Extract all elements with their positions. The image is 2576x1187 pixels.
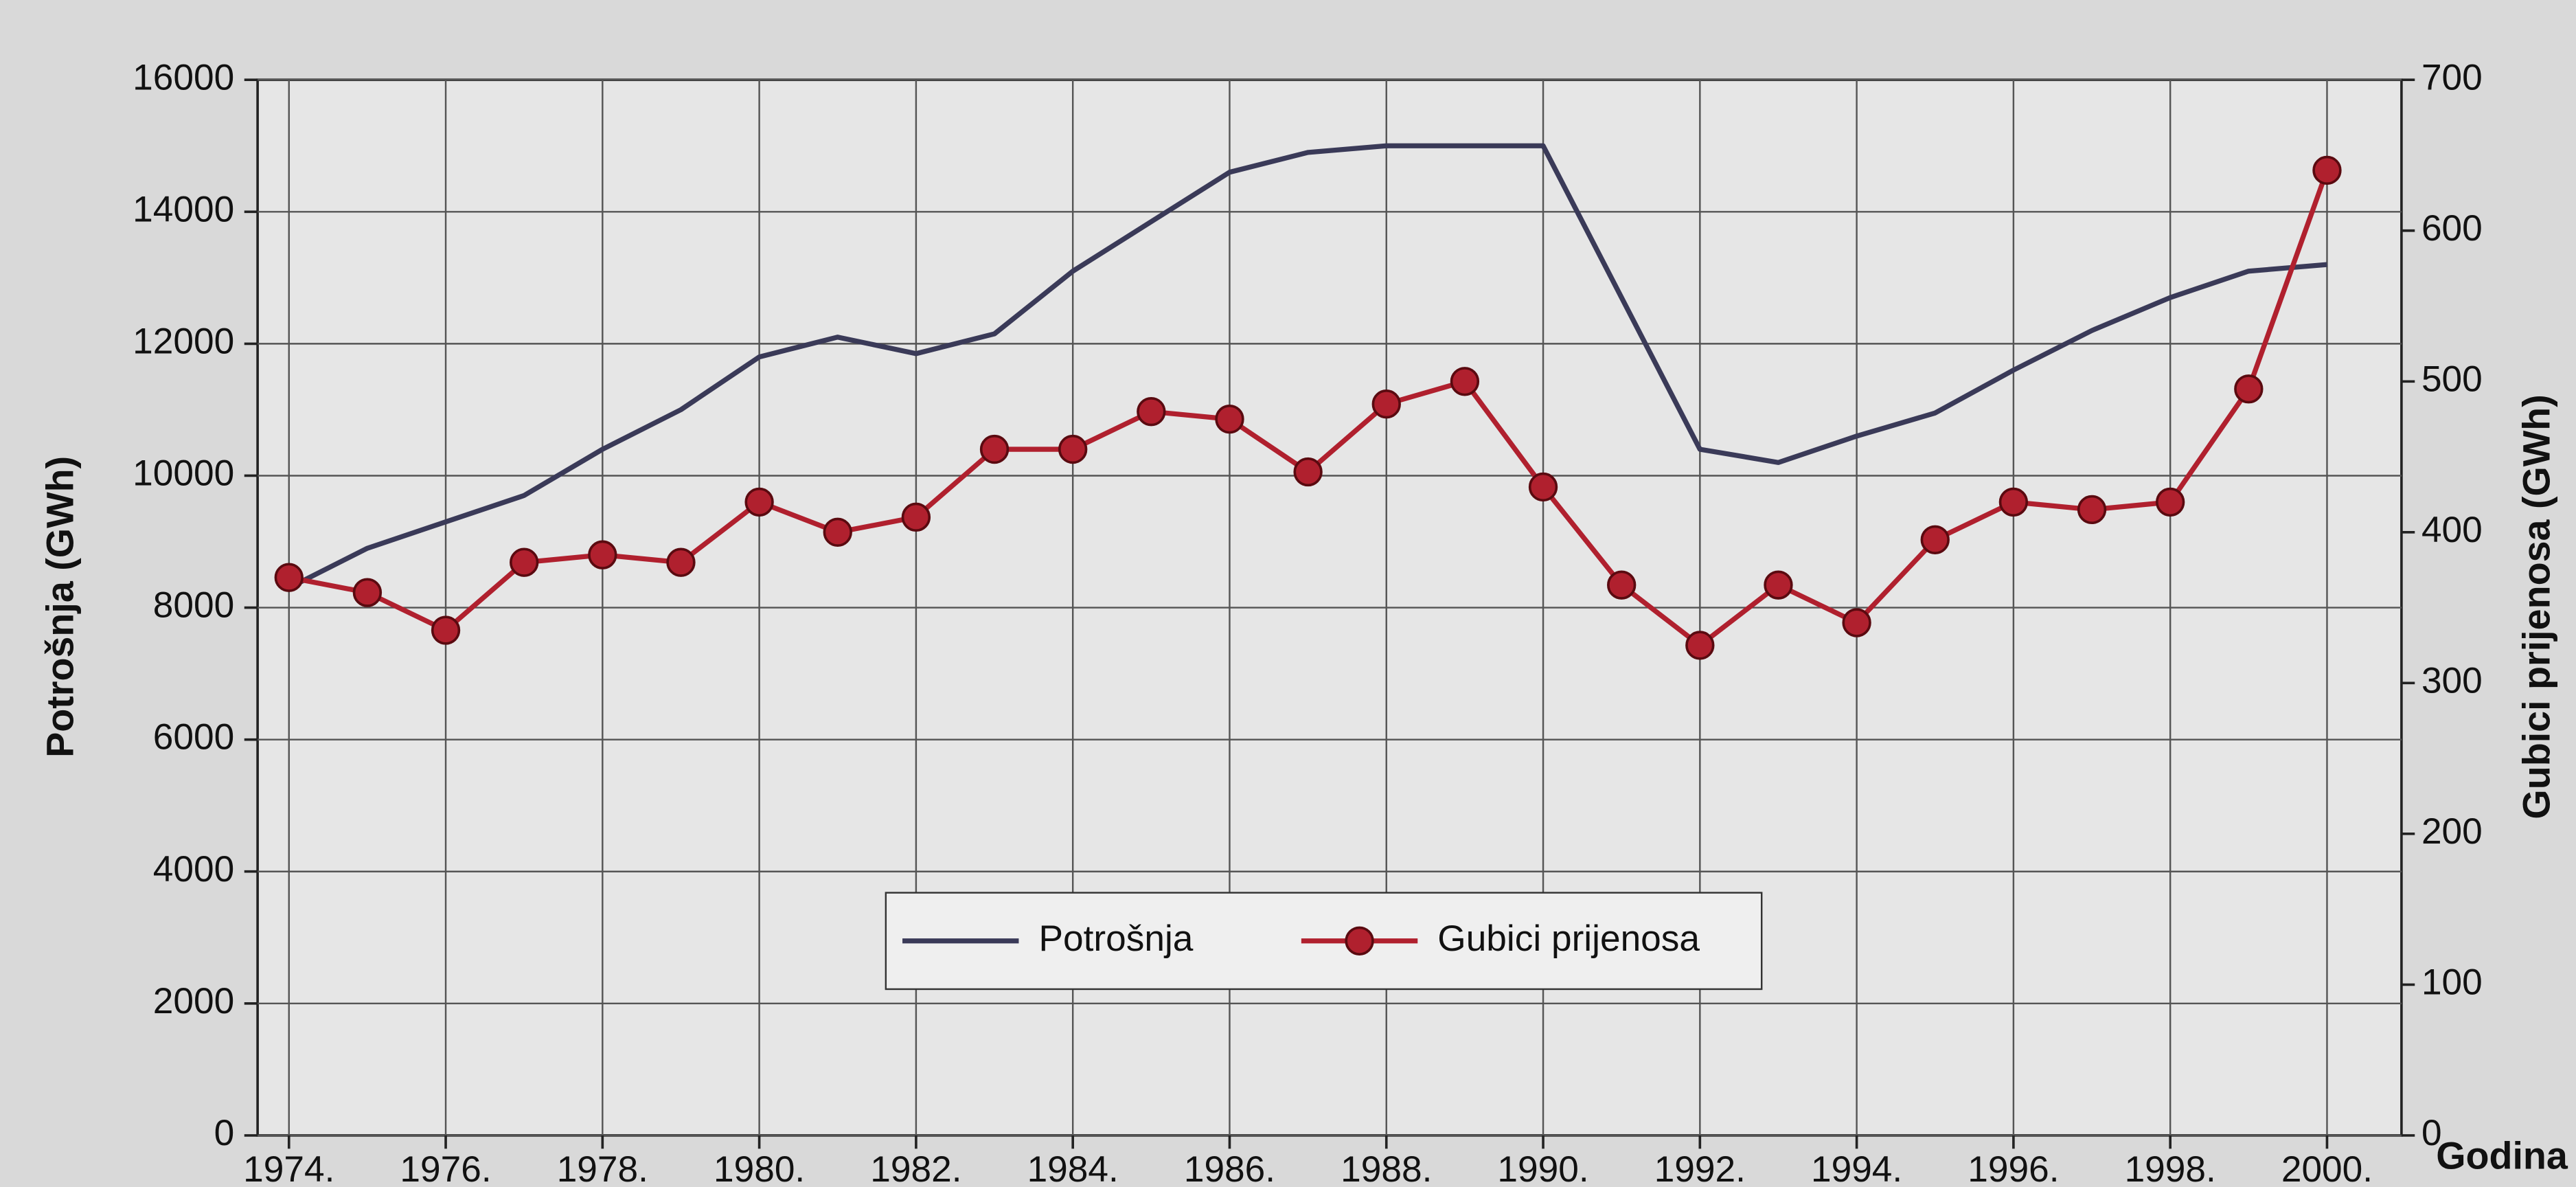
point — [1764, 570, 1793, 600]
legend-label: Gubici prijenosa — [1437, 918, 1700, 959]
point — [901, 502, 931, 532]
y-tick-label: 12000 — [133, 321, 234, 361]
point — [744, 487, 774, 517]
x-tick-label: 1978. — [557, 1149, 648, 1187]
y2-tick-label: 500 — [2421, 359, 2483, 399]
point — [823, 517, 852, 547]
point — [2234, 374, 2264, 404]
point — [1920, 525, 1950, 554]
point — [1685, 631, 1715, 660]
y2-axis-title: Gubici prijenosa (GWh) — [2515, 394, 2557, 819]
x-tick-label: 1982. — [870, 1149, 961, 1187]
point — [1450, 367, 1480, 396]
x-tick-label: 1980. — [714, 1149, 805, 1187]
point — [352, 578, 383, 607]
point — [431, 615, 461, 645]
y-tick-label: 14000 — [133, 189, 234, 229]
y-tick-label: 6000 — [153, 717, 234, 758]
x-tick-label: 1998. — [2125, 1149, 2216, 1187]
point — [1215, 404, 1244, 434]
point — [979, 434, 1010, 464]
point — [2156, 487, 2185, 517]
point — [1371, 389, 1401, 419]
y-axis-title: Potrošnja (GWh) — [39, 456, 82, 758]
x-tick-label: 1990. — [1497, 1149, 1588, 1187]
series-line — [288, 143, 2327, 590]
x-tick-label: 1988. — [1341, 1149, 1432, 1187]
point — [1607, 570, 1637, 600]
x-tick-label: 1986. — [1184, 1149, 1275, 1187]
x-tick-label: 1976. — [400, 1149, 491, 1187]
y2-tick-label: 0 — [2421, 1113, 2442, 1153]
point — [510, 547, 539, 577]
y-tick-label: 0 — [214, 1113, 235, 1153]
point — [274, 563, 304, 592]
legend-label: Potrošnja — [1038, 918, 1193, 959]
point — [1137, 397, 1166, 427]
x-tick-label: 1994. — [1811, 1149, 1902, 1187]
x-tick-label: 2000. — [2281, 1149, 2373, 1187]
x-tick-label: 1974. — [243, 1149, 334, 1187]
y-tick-label: 4000 — [153, 849, 234, 890]
y2-tick-label: 300 — [2421, 660, 2483, 701]
y-tick-label: 8000 — [153, 585, 234, 626]
y-tick-label: 10000 — [133, 453, 234, 494]
y2-tick-label: 200 — [2421, 811, 2483, 852]
point — [666, 547, 696, 577]
x-tick-label: 1992. — [1654, 1149, 1746, 1187]
y2-tick-label: 100 — [2421, 962, 2483, 1002]
y2-tick-label: 400 — [2421, 510, 2483, 550]
point — [1528, 472, 1558, 502]
point — [1058, 434, 1088, 464]
point — [2077, 495, 2107, 525]
y-tick-label: 16000 — [133, 57, 234, 98]
point — [1998, 487, 2029, 517]
legend: Potrošnja Gubici prijenosa — [885, 892, 1763, 991]
x-tick-label: 1996. — [1968, 1149, 2059, 1187]
x-axis-title: Godina — [2436, 1135, 2568, 1177]
y2-tick-label: 700 — [2421, 57, 2483, 98]
grid — [258, 79, 2402, 1137]
point — [1842, 608, 1871, 637]
y2-tick-label: 600 — [2421, 208, 2483, 249]
legend-marker — [1345, 926, 1374, 956]
point — [1293, 457, 1323, 487]
y-tick-label: 2000 — [153, 981, 234, 1021]
point — [2312, 155, 2342, 185]
x-tick-label: 1984. — [1027, 1149, 1119, 1187]
point — [588, 540, 617, 569]
